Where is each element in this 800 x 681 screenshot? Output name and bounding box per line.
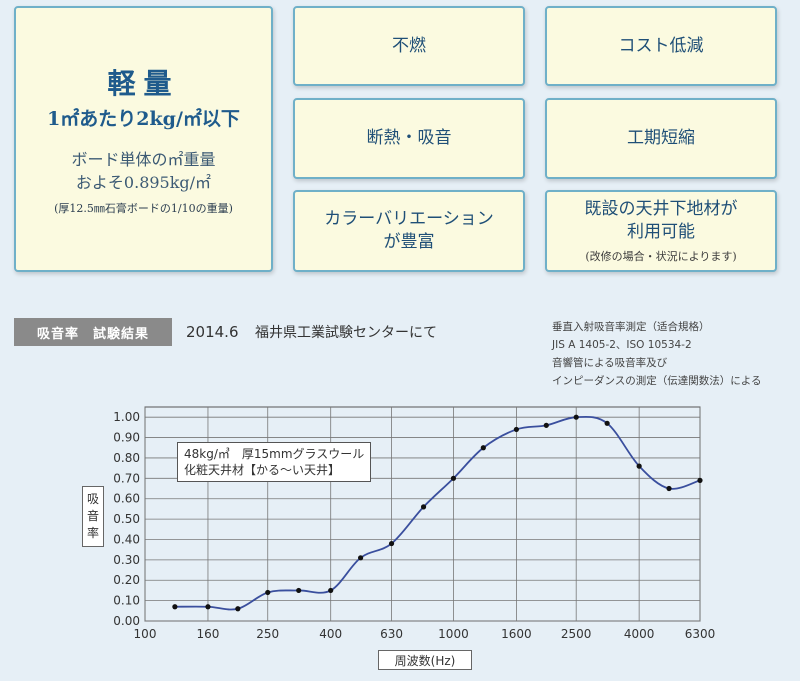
absorption-chart: 0.00 0.10 0.20 0.30 0.40 0.50 0.60 0.70 0.80 0.90… bbox=[113, 406, 716, 641]
data-point bbox=[235, 606, 241, 612]
y-tick-label: 0.70 bbox=[113, 471, 140, 485]
data-point bbox=[543, 422, 549, 428]
data-point bbox=[513, 426, 520, 433]
test-result-label: 吸音率 試験結果 bbox=[14, 318, 172, 346]
card-lightweight-note: (厚12.5㎜石膏ボードの1/10の重量) bbox=[54, 201, 233, 215]
card-color-variation-line1: カラーバリエーション bbox=[324, 209, 494, 230]
y-tick-label: 0.60 bbox=[113, 492, 140, 506]
card-nonflammable: 不燃 bbox=[293, 6, 525, 86]
y-tick-label: 0.00 bbox=[113, 614, 140, 628]
x-tick-label: 4000 bbox=[624, 627, 655, 641]
card-short-construction: 工期短縮 bbox=[545, 98, 777, 179]
card-existing-frame-line2: 利用可能 bbox=[627, 222, 695, 242]
y-tick-label: 0.40 bbox=[113, 532, 140, 546]
y-tick-label: 1.00 bbox=[113, 410, 140, 424]
test-standard-line-4: インピーダンスの測定（伝達関数法）による bbox=[552, 375, 762, 387]
card-existing-frame-line1: 既設の天井下地材が bbox=[584, 199, 738, 220]
data-point bbox=[328, 587, 334, 594]
data-point bbox=[357, 555, 364, 561]
x-tick-label: 630 bbox=[380, 627, 403, 641]
data-point bbox=[604, 420, 610, 426]
series-line bbox=[174, 415, 701, 611]
y-tick-label: 0.90 bbox=[113, 431, 140, 445]
card-insulation: 断熱・吸音 bbox=[293, 98, 525, 179]
card-color-variation-line2: が豊富 bbox=[383, 232, 435, 252]
x-tick-label: 160 bbox=[197, 627, 220, 641]
data-point bbox=[480, 445, 486, 451]
data-point bbox=[697, 477, 703, 483]
chart-legend: 48kg/㎥ 厚15mmグラスウール 化粧天井材【かる〜い天井】 bbox=[177, 442, 372, 482]
legend-line-1: 48kg/㎥ 厚15mmグラスウール bbox=[184, 447, 365, 461]
test-standard: 垂直入射吸音率測定（适合規格） JIS A 1405-2、ISO 10534-2… bbox=[552, 318, 761, 390]
data-point bbox=[666, 485, 672, 492]
test-date: 2014.6 bbox=[186, 323, 239, 341]
x-tick-label: 1600 bbox=[501, 627, 532, 641]
data-point bbox=[420, 504, 427, 510]
test-info: 2014.6 福井県工業試験センターにて bbox=[186, 322, 437, 342]
data-point bbox=[388, 540, 395, 547]
x-tick-label: 250 bbox=[256, 627, 279, 641]
card-nonflammable-text: 不燃 bbox=[392, 35, 426, 56]
data-point bbox=[296, 587, 302, 594]
card-lightweight-line1: ボード単体の㎡重量 bbox=[71, 150, 216, 170]
test-standard-line-3: 音響管による吸音率及び bbox=[552, 357, 668, 369]
card-cost-reduction-text: コスト低減 bbox=[618, 35, 704, 56]
x-tick-label: 2500 bbox=[561, 627, 592, 641]
card-color-variation: カラーバリエーション が豊富 bbox=[293, 190, 525, 272]
card-lightweight-subtitle: 1㎡あたり2kg/㎡以下 bbox=[47, 108, 240, 131]
y-tick-label: 0.20 bbox=[113, 573, 140, 587]
card-existing-frame: 既設の天井下地材が 利用可能 (改修の場合・状況によります) bbox=[545, 190, 777, 272]
data-point bbox=[450, 475, 457, 481]
test-standard-line-2: JIS A 1405-2、ISO 10534-2 bbox=[552, 339, 692, 351]
card-cost-reduction: コスト低減 bbox=[545, 6, 777, 86]
y-axis-title: 吸音率 bbox=[82, 486, 104, 547]
x-tick-label: 1000 bbox=[438, 627, 469, 641]
y-tick-label: 0.80 bbox=[113, 451, 140, 465]
plot-area bbox=[144, 406, 701, 622]
data-point bbox=[205, 604, 211, 610]
card-lightweight-line2: およそ0.895kg/㎡ bbox=[75, 172, 212, 192]
data-point bbox=[636, 463, 642, 469]
test-standard-line-1: 垂直入射吸音率測定（适合規格） bbox=[552, 321, 710, 333]
x-tick-label: 6300 bbox=[685, 627, 716, 641]
card-existing-frame-note: (改修の場合・状況によります) bbox=[585, 249, 737, 263]
test-place: 福井県工業試験センターにて bbox=[254, 325, 437, 341]
x-tick-label: 100 bbox=[134, 627, 157, 641]
data-point bbox=[573, 414, 579, 420]
legend-line-2: 化粧天井材【かる〜い天井】 bbox=[184, 463, 341, 477]
y-tick-label: 0.30 bbox=[113, 553, 140, 567]
y-tick-label: 0.10 bbox=[113, 594, 140, 608]
card-short-construction-text: 工期短縮 bbox=[627, 128, 695, 149]
card-lightweight-title: 軽量 bbox=[107, 67, 180, 101]
card-lightweight: 軽量 1㎡あたり2kg/㎡以下 ボード単体の㎡重量 およそ0.895kg/㎡ (… bbox=[14, 6, 273, 272]
x-tick-label: 400 bbox=[319, 627, 342, 641]
y-tick-label: 0.50 bbox=[113, 512, 140, 526]
data-point bbox=[265, 589, 271, 596]
card-insulation-text: 断熱・吸音 bbox=[366, 128, 452, 149]
x-axis-title: 周波数(Hz) bbox=[378, 650, 472, 670]
data-point bbox=[172, 604, 178, 610]
